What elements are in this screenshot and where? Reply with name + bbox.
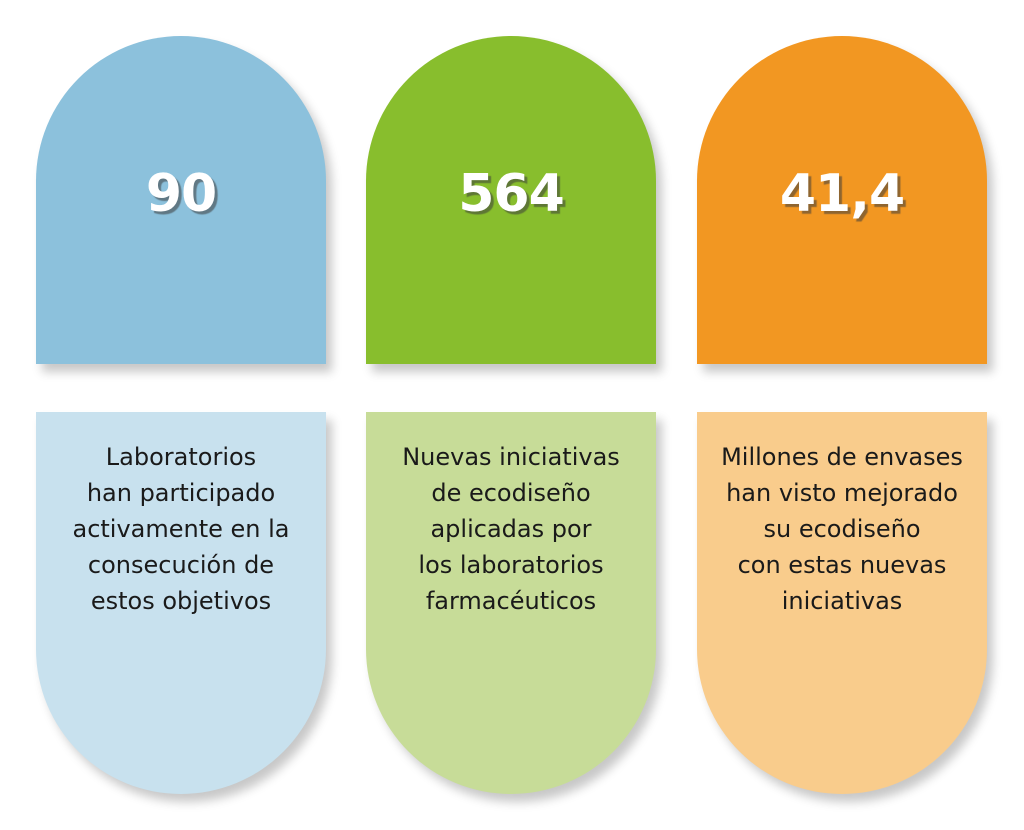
stat-description-envases: Millones de envases han visto mejorado s… [721, 443, 963, 615]
stat-description-laboratorios: Laboratorios han participado activamente… [72, 443, 290, 615]
stat-value-laboratorios: 90 [145, 164, 217, 224]
stat-card-laboratorios-value-panel: 90 [36, 36, 326, 364]
stat-value-iniciativas: 564 [458, 164, 565, 224]
stat-card-laboratorios-description-panel: Laboratorios han participado activamente… [36, 412, 326, 794]
stat-card-envases-description-panel: Millones de envases han visto mejorado s… [697, 412, 987, 794]
stat-card-iniciativas-description-panel: Nuevas iniciativas de ecodiseño aplicada… [366, 412, 656, 794]
stat-card-iniciativas-value-panel: 564 [366, 36, 656, 364]
stat-card-envases-value-panel: 41,4 [697, 36, 987, 364]
stat-value-envases: 41,4 [779, 164, 905, 224]
stat-description-iniciativas: Nuevas iniciativas de ecodiseño aplicada… [402, 443, 620, 615]
